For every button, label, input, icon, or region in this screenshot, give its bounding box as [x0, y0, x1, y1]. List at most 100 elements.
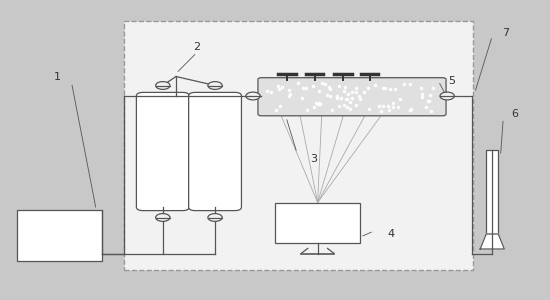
Point: [339, 88, 348, 93]
Point: [326, 86, 334, 91]
Point: [326, 93, 334, 98]
Point: [340, 84, 349, 89]
Point: [327, 107, 336, 112]
Point: [333, 96, 342, 101]
FancyBboxPatch shape: [258, 78, 446, 116]
Point: [335, 84, 344, 88]
Text: 5: 5: [449, 76, 455, 86]
Circle shape: [156, 82, 170, 89]
Point: [378, 86, 387, 91]
Point: [375, 104, 383, 109]
Point: [371, 83, 380, 88]
Point: [298, 95, 306, 100]
Bar: [275, 202, 360, 243]
Point: [278, 85, 287, 89]
Point: [389, 101, 398, 106]
Point: [407, 107, 416, 112]
Point: [351, 103, 360, 108]
Point: [385, 108, 394, 112]
Point: [285, 92, 294, 97]
Point: [318, 80, 327, 85]
Point: [310, 105, 318, 110]
Point: [262, 88, 271, 93]
Point: [354, 94, 363, 98]
Point: [274, 86, 283, 91]
Point: [344, 91, 353, 96]
Point: [383, 104, 392, 109]
Point: [364, 85, 372, 90]
Point: [393, 105, 402, 110]
FancyBboxPatch shape: [136, 92, 189, 211]
FancyBboxPatch shape: [189, 92, 241, 211]
Point: [271, 108, 280, 112]
Bar: [16, 210, 102, 261]
Point: [311, 101, 320, 106]
Text: 6: 6: [511, 109, 518, 119]
Point: [293, 81, 302, 85]
Point: [346, 107, 355, 112]
Point: [381, 85, 390, 90]
Point: [343, 104, 351, 109]
Point: [399, 82, 408, 87]
Point: [379, 104, 388, 109]
Point: [417, 92, 426, 96]
Circle shape: [208, 214, 222, 221]
Point: [348, 89, 356, 94]
Point: [406, 108, 415, 113]
Point: [301, 85, 310, 90]
Circle shape: [246, 92, 260, 100]
Point: [386, 86, 394, 91]
Point: [315, 100, 324, 105]
Point: [321, 82, 329, 87]
Point: [390, 87, 399, 92]
Point: [273, 84, 282, 88]
Point: [429, 86, 438, 91]
Point: [299, 86, 307, 91]
Point: [417, 95, 426, 100]
Point: [417, 86, 426, 91]
Point: [315, 89, 324, 94]
Point: [352, 90, 361, 94]
Point: [342, 97, 351, 101]
Point: [365, 106, 373, 111]
Point: [333, 93, 342, 98]
Point: [425, 98, 433, 103]
Point: [405, 82, 414, 87]
Point: [322, 92, 331, 97]
Bar: [486, 150, 498, 234]
Point: [356, 96, 365, 101]
Point: [285, 88, 294, 93]
Point: [337, 96, 346, 100]
Point: [314, 102, 322, 106]
Point: [308, 83, 317, 88]
Point: [425, 93, 434, 98]
Point: [345, 99, 354, 104]
Point: [267, 90, 276, 94]
Point: [427, 108, 436, 113]
Text: 1: 1: [54, 71, 61, 82]
Point: [424, 98, 432, 103]
Point: [389, 105, 398, 110]
Point: [316, 102, 324, 107]
Text: 4: 4: [387, 229, 394, 239]
Bar: [124, 21, 473, 270]
Circle shape: [208, 82, 222, 89]
Point: [342, 96, 350, 101]
Point: [421, 104, 430, 109]
Point: [324, 85, 333, 90]
Text: 7: 7: [503, 28, 509, 38]
Point: [395, 97, 404, 102]
Point: [285, 94, 294, 98]
Point: [339, 102, 348, 107]
Circle shape: [156, 214, 170, 221]
Polygon shape: [480, 234, 504, 249]
Point: [360, 90, 369, 94]
Circle shape: [440, 92, 454, 100]
Text: 3: 3: [310, 154, 317, 164]
Point: [348, 95, 356, 100]
Text: 2: 2: [194, 41, 200, 52]
Point: [351, 85, 360, 90]
Point: [334, 104, 343, 109]
Point: [276, 104, 284, 109]
Point: [302, 107, 311, 112]
